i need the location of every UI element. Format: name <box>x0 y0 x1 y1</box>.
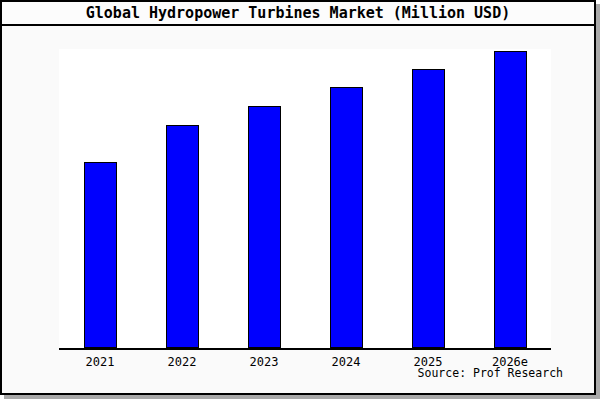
bar-slot-2025 <box>387 49 469 348</box>
x-tick-2022: 2022 <box>141 355 223 369</box>
x-tick-2021: 2021 <box>59 355 141 369</box>
bar-slot-2023 <box>223 49 305 348</box>
bar-slot-2021 <box>59 49 141 348</box>
bar-slot-2024 <box>305 49 387 348</box>
bar-2023 <box>248 106 281 348</box>
plot-area <box>59 49 551 350</box>
chart-card: Global Hydropower Turbines Market (Milli… <box>0 0 596 395</box>
bar-2024 <box>330 87 363 348</box>
bar-2022 <box>166 125 199 348</box>
bar-slot-2022 <box>141 49 223 348</box>
chart-title: Global Hydropower Turbines Market (Milli… <box>2 2 594 26</box>
x-tick-2023: 2023 <box>223 355 305 369</box>
bar-2021 <box>84 162 117 348</box>
source-attribution: Source: Prof Research <box>418 366 563 380</box>
bar-slot-2026e <box>469 49 551 348</box>
bar-2025 <box>412 69 445 348</box>
x-tick-2024: 2024 <box>305 355 387 369</box>
bar-2026e <box>494 51 527 348</box>
